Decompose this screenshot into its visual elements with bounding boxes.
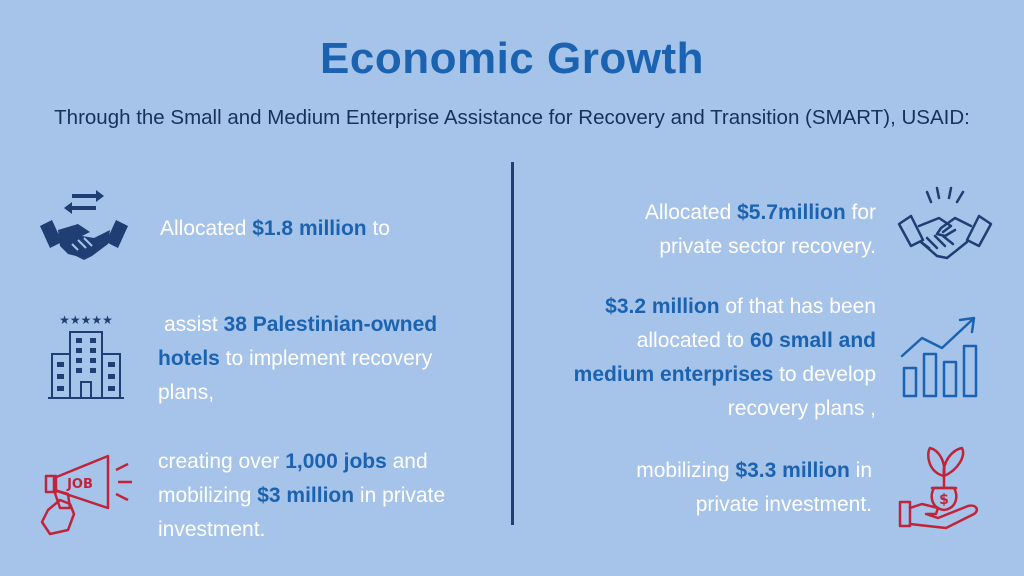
- page-title: Economic Growth: [320, 34, 704, 83]
- hotel-building-icon: ★★★★★: [48, 313, 124, 399]
- handshake-arrows-icon: [40, 190, 128, 260]
- right-block-3: mobilizing $3.3 million in private inves…: [526, 454, 872, 522]
- right-block-3-line-2: private investment.: [695, 493, 872, 516]
- right-block-1-line-1: Allocated $5.7million for: [644, 201, 876, 224]
- right-block-2-line-4: recovery plans ,: [727, 397, 876, 420]
- right-block-3-line-1: mobilizing $3.3 million in: [636, 459, 872, 482]
- page-subtitle: Through the Small and Medium Enterprise …: [54, 106, 970, 129]
- job-label: JOB: [66, 477, 93, 492]
- right-block-2-line-1: $3.2 million of that has been: [605, 295, 876, 318]
- right-block-1: Allocated $5.7million for private sector…: [526, 196, 876, 264]
- left-block-3: creating over 1,000 jobs and mobilizing …: [158, 445, 498, 547]
- left-block-2-line-3: plans,: [158, 381, 215, 404]
- left-block-1-line-1: Allocated $1.8 million to: [160, 217, 390, 240]
- left-block-2-line-2: hotels to implement recovery: [158, 347, 433, 370]
- left-block-1: Allocated $1.8 million to: [160, 212, 500, 246]
- left-block-2-line-1: assist 38 Palestinian-owned: [164, 313, 438, 336]
- handshake-icon: [897, 186, 993, 260]
- left-block-3-line-2: mobilizing $3 million in private: [158, 484, 446, 507]
- job-megaphone-icon: JOB: [40, 454, 132, 536]
- center-divider: [511, 162, 514, 525]
- hotel-stars: ★★★★★: [59, 313, 113, 327]
- dollar-sign: $: [939, 492, 949, 508]
- left-block-3-line-1: creating over 1,000 jobs and: [158, 450, 428, 473]
- left-block-2: assist 38 Palestinian-owned hotels to im…: [158, 308, 498, 410]
- right-block-1-line-2: private sector recovery.: [659, 235, 876, 258]
- right-block-2: $3.2 million of that has been allocated …: [526, 290, 876, 426]
- left-block-3-line-3: investment.: [158, 518, 266, 541]
- right-block-2-line-3: medium enterprises to develop: [573, 363, 876, 386]
- growth-chart-icon: [900, 316, 978, 398]
- right-block-2-line-2: allocated to 60 small and: [636, 329, 876, 352]
- money-plant-hand-icon: $: [898, 446, 979, 530]
